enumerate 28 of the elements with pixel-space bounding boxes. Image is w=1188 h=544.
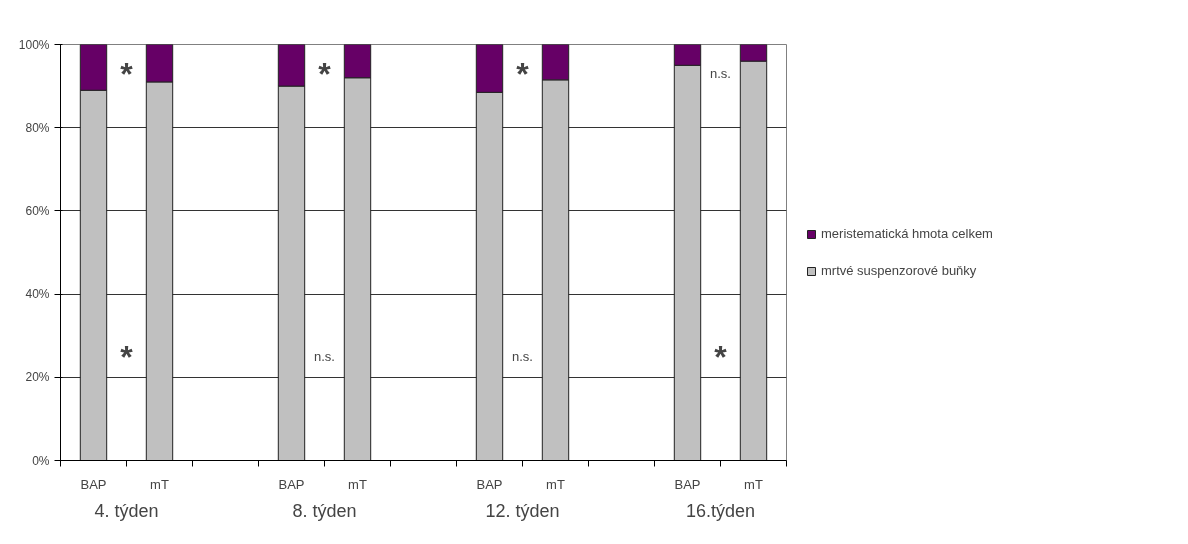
x-tick-label: mT [546, 476, 565, 492]
annotation: n.s. [512, 349, 533, 364]
annotation: n.s. [710, 66, 731, 82]
x-tick-label: mT [150, 476, 169, 492]
y-tick-label: 80% [25, 120, 50, 135]
y-tick-label: 100% [18, 37, 50, 52]
x-tick-label: BAP [80, 476, 107, 492]
x-tick-label: BAP [476, 476, 503, 492]
text: 8. týden [292, 500, 357, 521]
annotation: * [120, 338, 134, 375]
annotation: * [120, 55, 134, 92]
annotation: * [318, 55, 332, 92]
x-tick-label: mT [348, 476, 367, 492]
legend-label: mrtvé suspenzorové buňky [821, 263, 977, 278]
x-tick-label: BAP [278, 476, 305, 492]
annotation: * [516, 55, 530, 92]
text: 4. týden [94, 500, 159, 521]
text: 16.týden [685, 500, 756, 521]
y-tick-label: 60% [25, 203, 50, 218]
annotation: n.s. [314, 349, 335, 364]
y-tick-label: 0% [32, 453, 50, 468]
y-tick-label: 20% [25, 370, 50, 385]
text: 12. týden [485, 500, 560, 521]
y-tick-label: 40% [25, 287, 50, 302]
x-tick-label: mT [744, 476, 763, 492]
x-tick-label: BAP [674, 476, 701, 492]
annotation: * [714, 338, 728, 375]
legend-label: meristematická hmota celkem [821, 226, 993, 241]
